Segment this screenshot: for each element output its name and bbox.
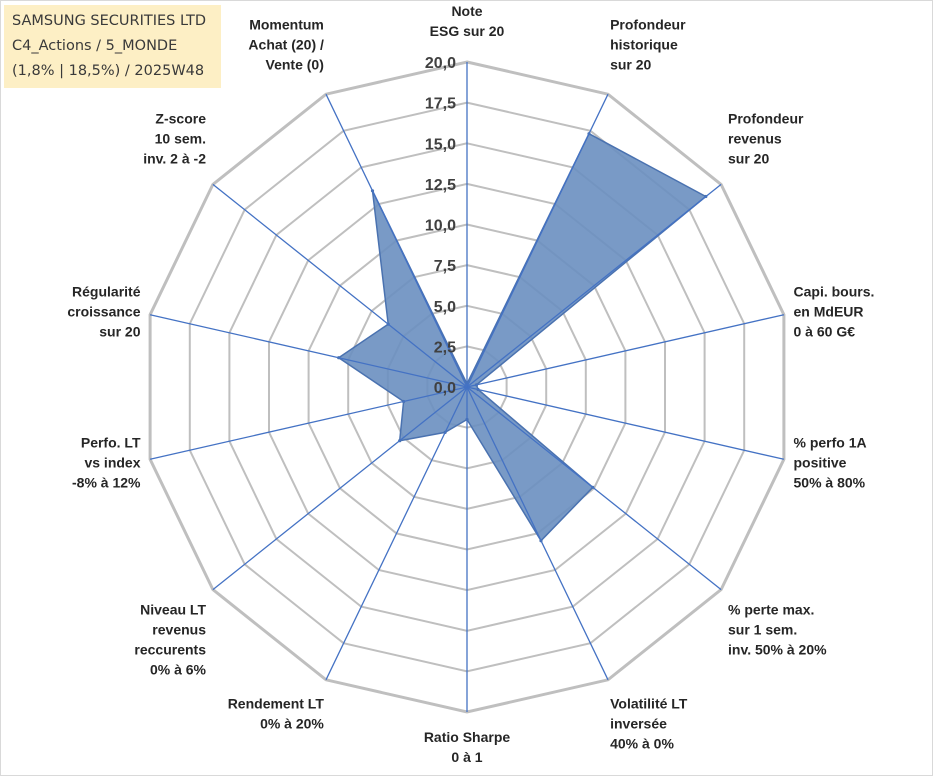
tick-label: 7,5: [434, 258, 456, 275]
axis-label-line: Volatilité LT: [610, 695, 688, 711]
axis-spoke: [149, 386, 468, 460]
axis-label: Niveau LT revenus reccurents 0% à 6%: [134, 601, 206, 677]
axis-spoke: [149, 314, 468, 388]
axis-spoke: [212, 183, 468, 388]
axis-spoke: [466, 386, 722, 591]
axis-label: Rendement LT 0% à 20%: [228, 695, 325, 731]
axis-spoke: [325, 93, 468, 388]
axis-label-line: Rendement LT: [228, 695, 325, 711]
axis-label-line: Momentum: [249, 17, 324, 33]
axis-label-line: Z-score: [155, 111, 206, 127]
axis-label-line: inv. 2 à -2: [143, 151, 206, 167]
radar-tick-labels: 0,0 2,5 5,0 7,5 10,0 12,5 15,0 17,5 20,0: [425, 55, 456, 397]
axis-label: Capi. bours. en MdEUR 0 à 60 G€: [794, 284, 875, 340]
tick-label: 15,0: [425, 136, 456, 153]
tick-label: 10,0: [425, 218, 456, 235]
axis-label-line: 40% à 0%: [610, 735, 674, 751]
tick-label: 0,0: [434, 380, 456, 397]
axis-label-line: revenus: [728, 131, 782, 147]
radar-axis-labels: Note ESG sur 20 Profondeur historique sur 20…: [67, 3, 874, 765]
axis-label-line: 0 à 60 G€: [794, 324, 856, 340]
axis-label: Régularité croissance sur 20: [67, 284, 140, 340]
axis-label-line: sur 20: [99, 324, 140, 340]
axis-label-line: inv. 50% à 20%: [728, 641, 827, 657]
axis-label-line: sur 20: [610, 57, 651, 73]
tick-label: 12,5: [425, 177, 456, 194]
axis-spoke: [466, 314, 785, 388]
tick-label: 20,0: [425, 55, 456, 72]
axis-spoke: [466, 93, 609, 388]
axis-spoke: [466, 386, 785, 460]
axis-spoke: [466, 386, 609, 681]
axis-label-line: Profondeur: [610, 17, 686, 33]
axis-label-line: 10 sem.: [155, 131, 206, 147]
axis-label-line: revenus: [152, 621, 206, 637]
axis-label-line: Ratio Sharpe: [424, 729, 511, 745]
radar-spokes: [149, 62, 785, 712]
axis-label: Perfo. LT vs index -8% à 12%: [72, 434, 141, 490]
axis-label: Momentum Achat (20) / Vente (0): [248, 17, 324, 73]
axis-label-line: Vente (0): [266, 57, 324, 73]
axis-label-line: % perfo 1A: [794, 434, 867, 450]
title-line-category: C4_Actions / 5_MONDE: [12, 38, 178, 54]
axis-label-line: sur 1 sem.: [728, 621, 797, 637]
axis-label-line: Achat (20) /: [248, 37, 324, 53]
tick-label: 17,5: [425, 96, 456, 113]
axis-label: % perte max. sur 1 sem. inv. 50% à 20%: [728, 601, 827, 657]
axis-label-line: Perfo. LT: [81, 434, 141, 450]
axis-label: Z-score 10 sem. inv. 2 à -2: [143, 111, 206, 167]
axis-label-line: en MdEUR: [794, 304, 864, 320]
axis-spoke: [466, 183, 722, 388]
axis-label-line: Régularité: [72, 284, 141, 300]
axis-spoke: [325, 386, 468, 681]
axis-label: Note ESG sur 20: [430, 3, 505, 39]
axis-label-line: sur 20: [728, 151, 769, 167]
axis-label-line: Note: [451, 3, 482, 19]
chart-title-box: SAMSUNG SECURITIES LTD C4_Actions / 5_MO…: [4, 5, 221, 88]
axis-label-line: 0% à 6%: [150, 661, 207, 677]
axis-label-line: 0% à 20%: [260, 715, 324, 731]
title-line-company: SAMSUNG SECURITIES LTD: [12, 13, 207, 29]
axis-spoke: [212, 386, 468, 591]
axis-label: Profondeur historique sur 20: [610, 17, 686, 73]
axis-label-line: % perte max.: [728, 601, 814, 617]
axis-label: Profondeur revenus sur 20: [728, 111, 804, 167]
title-line-period: (1,8% | 18,5%) / 2025W48: [12, 63, 205, 79]
axis-label-line: Profondeur: [728, 111, 804, 127]
axis-label-line: croissance: [67, 304, 140, 320]
tick-label: 5,0: [434, 299, 456, 316]
axis-label-line: Capi. bours.: [794, 284, 875, 300]
axis-label-line: ESG sur 20: [430, 23, 505, 39]
axis-label-line: historique: [610, 37, 678, 53]
axis-label-line: -8% à 12%: [72, 474, 141, 490]
axis-label-line: 50% à 80%: [794, 474, 866, 490]
axis-label-line: vs index: [84, 454, 140, 470]
axis-label-line: 0 à 1: [451, 749, 482, 765]
axis-label-line: inversée: [610, 715, 667, 731]
axis-label-line: positive: [794, 454, 847, 470]
axis-label-line: Niveau LT: [140, 601, 206, 617]
tick-label: 2,5: [434, 339, 456, 356]
axis-label-line: reccurents: [134, 641, 206, 657]
axis-label: % perfo 1A positive 50% à 80%: [794, 434, 867, 490]
axis-label: Ratio Sharpe 0 à 1: [424, 729, 511, 765]
axis-label: Volatilité LT inversée 40% à 0%: [610, 695, 688, 751]
